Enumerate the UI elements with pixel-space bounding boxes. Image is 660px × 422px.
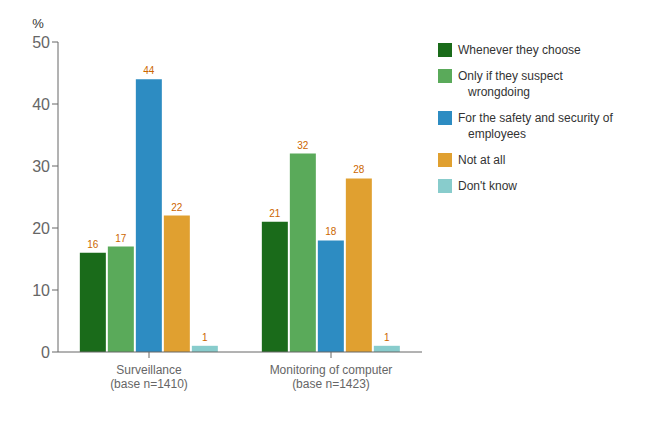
svg-text:30: 30: [32, 158, 50, 175]
svg-text:17: 17: [115, 233, 127, 244]
svg-text:Monitoring of computer(base n=: Monitoring of computer(base n=1423): [270, 363, 393, 391]
svg-text:1: 1: [384, 332, 390, 343]
svg-text:%: %: [32, 16, 44, 31]
html-text:Not at all: Not at all: [458, 153, 506, 167]
svg-text:0: 0: [41, 344, 50, 361]
svg-text:18: 18: [325, 226, 337, 237]
svg-text:10: 10: [32, 282, 50, 299]
svg-text:44: 44: [143, 65, 155, 76]
svg-text:16: 16: [87, 239, 99, 250]
svg-text:32: 32: [297, 140, 309, 151]
svg-text:28: 28: [353, 164, 365, 175]
svg-text:20: 20: [32, 220, 50, 237]
html-text:Don't know: Don't know: [458, 179, 517, 193]
html-text:For the safety and security of: For the safety and security of employees: [458, 111, 613, 141]
html-text:Whenever they choose: Whenever they choose: [458, 43, 581, 57]
svg-text:40: 40: [32, 96, 50, 113]
svg-text:50: 50: [32, 34, 50, 51]
html-text:Only if they suspect wrongdoin: Only if they suspect wrongdoing: [458, 69, 563, 99]
svg-text:22: 22: [171, 202, 183, 213]
svg-text:21: 21: [269, 208, 281, 219]
svg-text:1: 1: [202, 332, 208, 343]
svg-text:Surveillance(base n=1410): Surveillance(base n=1410): [110, 363, 188, 391]
